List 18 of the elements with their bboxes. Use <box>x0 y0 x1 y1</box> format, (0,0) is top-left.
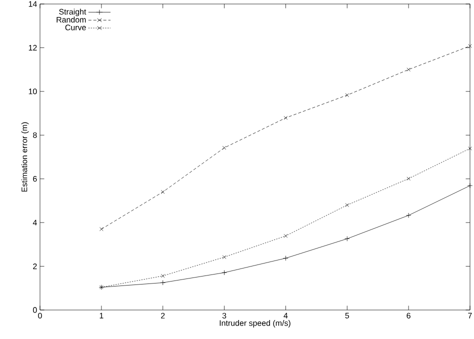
point <box>345 93 350 98</box>
point <box>222 270 227 276</box>
point <box>345 203 350 207</box>
point <box>406 68 410 72</box>
point <box>160 280 166 286</box>
point <box>160 190 165 194</box>
point <box>468 44 472 48</box>
point <box>222 255 226 259</box>
point <box>468 146 472 150</box>
point <box>222 146 226 150</box>
point <box>344 236 350 242</box>
point <box>284 116 288 120</box>
point <box>100 227 104 232</box>
point <box>160 274 165 278</box>
point <box>284 234 288 238</box>
point <box>406 176 410 181</box>
point <box>406 212 412 218</box>
point <box>283 256 288 261</box>
